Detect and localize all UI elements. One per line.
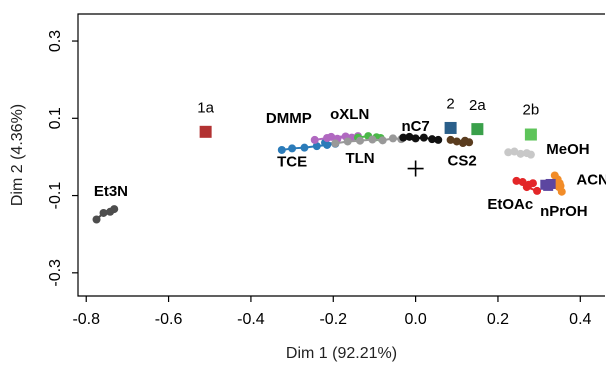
point-tln <box>368 135 377 144</box>
point-nc7 <box>405 132 414 141</box>
reference-marker-2a <box>471 123 484 136</box>
point-nproh <box>543 180 554 191</box>
reference-marker-2b <box>524 128 537 141</box>
point-tln <box>356 136 365 145</box>
point-meoh <box>516 149 525 158</box>
x-tick-label: 0.0 <box>404 311 426 328</box>
x-tick-label: -0.4 <box>237 311 265 328</box>
point-cs2 <box>452 137 461 146</box>
label-oxln: oXLN <box>330 106 369 123</box>
labels-layer: Et3N TCE DMMP oXLN TLN nC7 CS2 MeOH ACN EtOAc nPrO… <box>94 96 606 220</box>
label-cs2: CS2 <box>448 153 477 170</box>
x-tick-label: 0.2 <box>487 311 509 328</box>
x-tick-label: -0.8 <box>72 311 100 328</box>
data-marks-layer <box>92 121 566 224</box>
point-nc7 <box>434 135 443 144</box>
point-etoac <box>533 186 542 195</box>
point-dmmp <box>327 132 336 141</box>
reference-marker-1a <box>199 125 212 138</box>
point-tln <box>388 134 397 143</box>
point-etoac <box>522 183 531 192</box>
point-nc7 <box>411 134 420 143</box>
point-etoac <box>528 179 537 188</box>
reference-label-2b: 2b <box>523 102 540 119</box>
point-tln <box>378 136 387 145</box>
reference-label-2: 2 <box>446 96 454 113</box>
y-tick-label: -0.1 <box>47 182 64 210</box>
label-dmmp: DMMP <box>266 110 312 127</box>
x-axis-title: Dim 1 (92.21%) <box>286 345 397 362</box>
y-tick-label: -0.3 <box>47 259 64 287</box>
point-etoac <box>512 176 521 185</box>
point-tce <box>312 142 321 151</box>
point-tln <box>331 139 340 148</box>
label-acn: ACN <box>576 171 606 188</box>
label-meoh: MeOH <box>546 141 589 158</box>
label-et3n: Et3N <box>94 183 128 200</box>
point-tln <box>343 137 352 146</box>
reference-marker-2 <box>444 121 457 134</box>
point-dmmp <box>310 135 319 144</box>
x-tick-label: -0.2 <box>319 311 347 328</box>
reference-label-1a: 1a <box>197 100 214 117</box>
y-tick-label: 0.1 <box>47 107 64 129</box>
plot-frame <box>77 13 605 297</box>
point-meoh <box>526 150 535 159</box>
point-cs2 <box>461 136 470 145</box>
label-tce: TCE <box>277 153 307 170</box>
point-tce <box>288 144 297 153</box>
label-nproh: nPrOH <box>540 203 588 220</box>
y-axis-title: Dim 2 (4.36%) <box>9 104 26 206</box>
point-nc7 <box>428 135 437 144</box>
point-meoh <box>510 147 519 156</box>
point-et3n <box>92 215 101 224</box>
y-tick-label: 0.3 <box>47 30 64 52</box>
point-nc7 <box>419 133 428 142</box>
point-tce <box>300 143 309 152</box>
label-tln: TLN <box>345 150 374 167</box>
point-et3n <box>99 208 108 217</box>
label-etoac: EtOAc <box>487 196 533 213</box>
point-tce <box>277 145 286 154</box>
reference-label-2a: 2a <box>469 97 486 114</box>
point-nc7 <box>399 133 408 142</box>
x-tick-label: 0.4 <box>569 311 591 328</box>
point-cs2 <box>446 135 455 144</box>
label-nc7: nC7 <box>401 118 429 135</box>
point-meoh <box>504 148 513 157</box>
point-et3n <box>110 205 119 214</box>
axes-layer: -0.8 -0.6 -0.4 -0.2 0.0 0.2 0.4 0.3 0.1 -0.1 -0.3 <box>47 13 605 328</box>
x-tick-label: -0.6 <box>155 311 183 328</box>
